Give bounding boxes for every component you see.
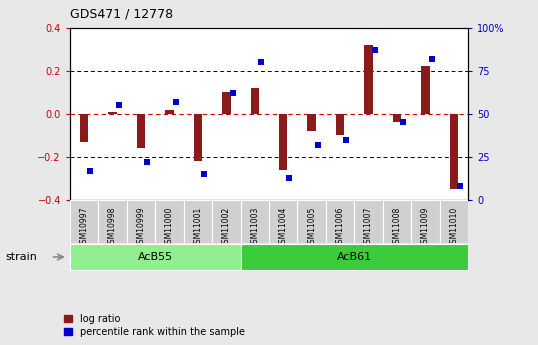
- Bar: [108, 112, 117, 114]
- Point: [285, 175, 294, 180]
- Bar: [222, 92, 231, 114]
- Point: [86, 168, 95, 174]
- Text: strain: strain: [5, 252, 37, 262]
- Bar: [155, 200, 183, 243]
- Bar: [279, 114, 287, 170]
- Point: [172, 99, 180, 105]
- Bar: [393, 114, 401, 122]
- Point: [228, 90, 237, 96]
- Bar: [240, 244, 468, 270]
- Text: GSM10998: GSM10998: [108, 207, 117, 248]
- Bar: [440, 200, 468, 243]
- Text: AcB55: AcB55: [138, 252, 173, 262]
- Point: [143, 159, 152, 165]
- Text: AcB61: AcB61: [337, 252, 372, 262]
- Bar: [355, 200, 383, 243]
- Bar: [307, 114, 316, 131]
- Point: [115, 102, 123, 108]
- Point: [200, 171, 208, 177]
- Bar: [194, 114, 202, 161]
- Text: GSM11003: GSM11003: [250, 207, 259, 248]
- Bar: [251, 88, 259, 114]
- Bar: [383, 200, 411, 243]
- Bar: [364, 45, 373, 114]
- Bar: [421, 66, 430, 114]
- Bar: [183, 200, 212, 243]
- Text: GSM11002: GSM11002: [222, 207, 231, 248]
- Bar: [411, 200, 440, 243]
- Bar: [70, 200, 98, 243]
- Text: GSM11007: GSM11007: [364, 207, 373, 248]
- Bar: [326, 200, 355, 243]
- Point: [257, 59, 265, 65]
- Bar: [298, 200, 326, 243]
- Point: [371, 47, 379, 53]
- Text: GSM11010: GSM11010: [449, 207, 458, 248]
- Bar: [336, 114, 344, 136]
- Bar: [240, 200, 269, 243]
- Text: GSM11004: GSM11004: [279, 207, 288, 248]
- Bar: [212, 200, 240, 243]
- Point: [399, 120, 407, 125]
- Text: GSM11005: GSM11005: [307, 207, 316, 248]
- Bar: [450, 114, 458, 189]
- Bar: [269, 200, 298, 243]
- Point: [456, 184, 464, 189]
- Text: GSM10999: GSM10999: [137, 207, 146, 248]
- Text: GDS471 / 12778: GDS471 / 12778: [70, 8, 173, 21]
- Point: [342, 137, 351, 142]
- Text: GSM11001: GSM11001: [193, 207, 202, 248]
- Text: GSM11009: GSM11009: [421, 207, 430, 248]
- Text: GSM11006: GSM11006: [336, 207, 345, 248]
- Bar: [137, 114, 145, 148]
- Bar: [98, 200, 127, 243]
- Legend: log ratio, percentile rank within the sample: log ratio, percentile rank within the sa…: [64, 314, 245, 337]
- Text: GSM11000: GSM11000: [165, 207, 174, 248]
- Point: [314, 142, 322, 148]
- Point: [427, 56, 436, 61]
- Text: GSM10997: GSM10997: [80, 207, 89, 248]
- Bar: [80, 114, 88, 142]
- Bar: [165, 110, 174, 114]
- Bar: [127, 200, 155, 243]
- Text: GSM11008: GSM11008: [392, 207, 401, 248]
- Bar: [70, 244, 240, 270]
